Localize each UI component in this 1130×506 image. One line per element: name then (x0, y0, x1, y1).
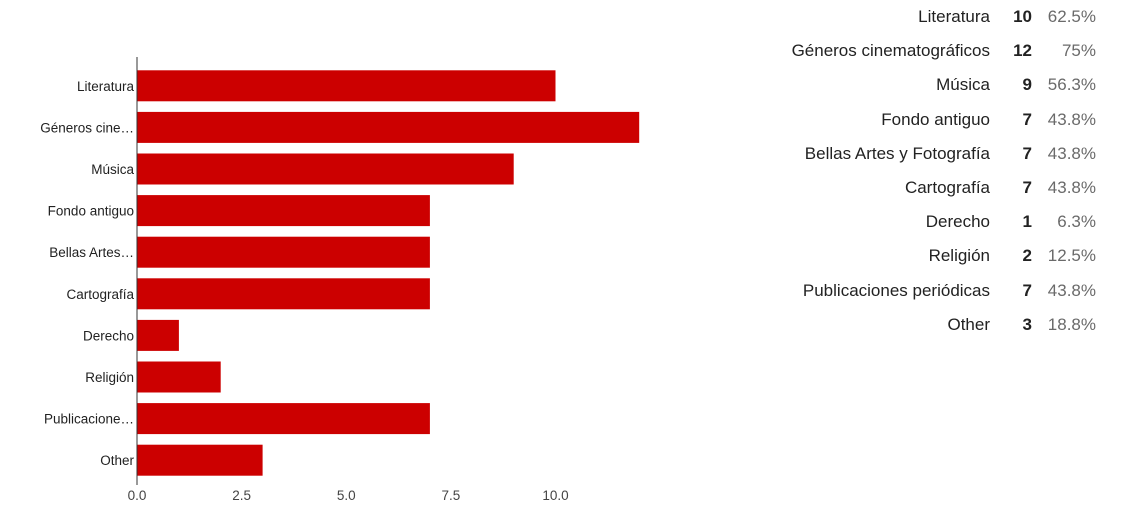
summary-count: 10 (1013, 7, 1032, 27)
summary-percent: 43.8% (1047, 280, 1096, 300)
summary-row: Literatura 10 62.5% (700, 0, 1096, 34)
summary-row: Géneros cinematográficos 12 75% (700, 34, 1096, 68)
summary-row: Religión 2 12.5% (700, 239, 1096, 273)
summary-percent: 18.8% (1047, 314, 1096, 334)
summary-row: Música 9 56.3% (700, 68, 1096, 102)
summary-category: Publicaciones periódicas (802, 280, 990, 300)
bar (137, 153, 514, 185)
summary-row: Cartografía 7 43.8% (700, 171, 1096, 205)
category-label: Fondo antiguo (48, 204, 134, 219)
summary-percent: 43.8% (1047, 109, 1096, 129)
category-label: Cartografía (66, 287, 134, 302)
summary-category: Religión (928, 246, 990, 266)
summary-percent: 56.3% (1047, 75, 1096, 95)
summary-count: 7 (1022, 109, 1032, 129)
bar (137, 195, 430, 227)
summary-percent: 75% (1061, 41, 1096, 61)
summary-category: Derecho (925, 212, 990, 232)
summary-count: 2 (1022, 246, 1032, 266)
category-label: Literatura (77, 79, 135, 94)
summary-category: Géneros cinematográficos (791, 41, 990, 61)
bar (137, 111, 640, 143)
summary-row: Fondo antiguo 7 43.8% (700, 103, 1096, 137)
bar-chart: Literatura Géneros cine… Música Fondo antig… (40, 57, 640, 503)
category-label: Música (91, 162, 134, 177)
x-tick-label: 10.0 (542, 488, 568, 503)
category-label: Religión (85, 370, 134, 385)
category-label: Publicacione… (44, 412, 134, 427)
x-tick-label: 7.5 (442, 488, 461, 503)
summary-table: Literatura 10 62.5% Géneros cinematográfico… (700, 0, 1096, 342)
summary-row: Other 3 18.8% (700, 308, 1096, 342)
category-label: Géneros cine… (40, 120, 134, 135)
bar (137, 70, 556, 102)
summary-percent: 12.5% (1047, 246, 1096, 266)
summary-category: Fondo antiguo (881, 109, 990, 129)
bar (137, 361, 221, 393)
category-label: Derecho (83, 328, 134, 343)
summary-row: Publicaciones periódicas 7 43.8% (700, 274, 1096, 308)
summary-category: Literatura (918, 7, 990, 27)
category-label: Bellas Artes… (49, 245, 134, 260)
summary-percent: 6.3% (1057, 212, 1096, 232)
x-tick-label: 2.5 (232, 488, 251, 503)
summary-row: Bellas Artes y Fotografía 7 43.8% (700, 137, 1096, 171)
summary-category: Cartografía (904, 178, 990, 198)
summary-percent: 43.8% (1047, 143, 1096, 163)
category-label: Other (100, 453, 134, 468)
summary-count: 7 (1022, 178, 1032, 198)
bar (137, 444, 263, 476)
summary-count: 7 (1022, 280, 1032, 300)
summary-row: Derecho 1 6.3% (700, 205, 1096, 239)
summary-count: 3 (1022, 314, 1032, 334)
summary-category: Bellas Artes y Fotografía (804, 143, 990, 163)
summary-percent: 43.8% (1047, 178, 1096, 198)
bar (137, 403, 430, 435)
bar (137, 278, 430, 310)
summary-count: 9 (1022, 75, 1032, 95)
bar (137, 319, 179, 351)
summary-count: 7 (1022, 143, 1032, 163)
summary-count: 1 (1022, 212, 1032, 232)
x-tick-label: 0.0 (128, 488, 147, 503)
summary-percent: 62.5% (1047, 7, 1096, 27)
bar (137, 236, 430, 268)
x-tick-label: 5.0 (337, 488, 356, 503)
summary-category: Other (947, 314, 990, 334)
summary-count: 12 (1013, 41, 1032, 61)
summary-category: Música (936, 75, 990, 95)
